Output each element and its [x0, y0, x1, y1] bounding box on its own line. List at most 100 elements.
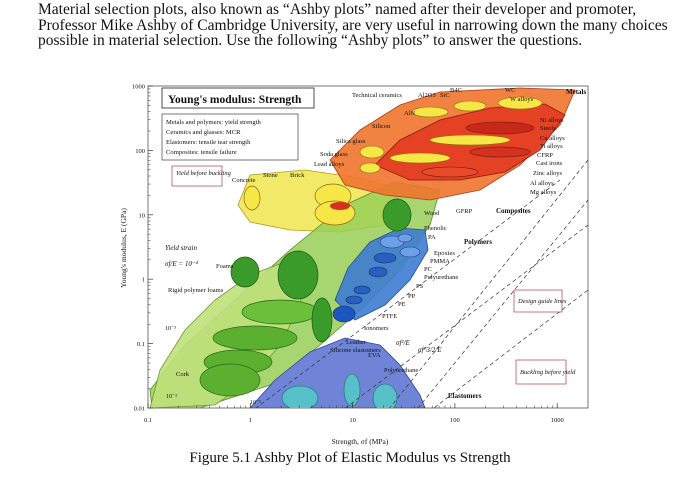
bubble-gfrp	[382, 198, 412, 232]
bubble-foam-1	[212, 325, 298, 351]
bubble-steels	[465, 121, 535, 135]
bubble-eva	[343, 373, 361, 407]
label-b4c: B4C	[450, 87, 462, 94]
label-pa: PA	[428, 234, 436, 241]
x-tick-label: 100	[450, 417, 460, 424]
label-ptfe: PTFE	[382, 313, 397, 320]
bubble-cork	[199, 363, 261, 397]
label-cast-irons: Cast irons	[536, 160, 563, 167]
label-ps: PS	[416, 283, 424, 290]
guide-label-1e-3: 10⁻³	[165, 326, 176, 332]
chart-title-box	[161, 87, 315, 109]
y-tick-label: 100	[135, 148, 145, 155]
label-cu-alloys: Cu alloys	[540, 135, 565, 142]
label-stone: Stone	[263, 172, 278, 179]
label-polyurethane: Polyurethane	[424, 274, 458, 281]
y-tick-label: 10	[139, 212, 146, 219]
annotation-yield-before-buckling: Yield before buckling	[176, 170, 232, 177]
label-polymers: Polymers	[464, 238, 492, 246]
guide-label-sigma2-over-e: σf²/E	[396, 339, 410, 347]
bubble-ps	[368, 266, 388, 278]
guide-label-sigma32-over-e: σf^3/2/E	[418, 346, 442, 354]
label-technical-ceramics: Technical ceramics	[352, 92, 402, 99]
guide-label-1e-4: σf/E = 10⁻⁴	[165, 260, 199, 268]
y-tick-label: 1	[142, 277, 145, 284]
label-epoxies: Epoxies	[434, 250, 455, 257]
annotation-buckling-before-yield: Buckling before yield	[520, 369, 576, 376]
yield-before-buckling-box	[171, 165, 223, 187]
label-ionomers: Ionomers	[364, 325, 389, 332]
label-soda-glass: Soda glass	[320, 151, 348, 158]
label-pc: PC	[424, 266, 432, 273]
note-1: Metals and polymers: yield strength	[166, 119, 262, 126]
bubble-lead-alloys	[330, 202, 350, 210]
bubble-zinc-alloys	[421, 166, 479, 178]
note-3: Elastomers: tensile tear strength	[166, 139, 251, 146]
label-composites: Composites	[496, 207, 531, 215]
bubble-ptfe	[332, 305, 356, 323]
x-tick-label: 1	[249, 417, 252, 424]
label-silicon: Silicon	[372, 123, 391, 130]
design-guide-box	[513, 289, 563, 313]
label-polyurethane: Polyurethane	[384, 367, 418, 374]
label-brick: Brick	[290, 172, 305, 179]
x-tick-label: 0.1	[144, 417, 152, 424]
y-axis: 0.01 0.1 1 10 100 1000	[132, 84, 153, 413]
label-cfrp: CFRP	[537, 152, 553, 159]
bubble-ti-alloys	[469, 146, 531, 158]
y-axis-label: Young's modulus, E (GPa)	[119, 208, 128, 288]
guide-label-1e-2: 10⁻²	[166, 394, 177, 400]
design-guide-lines	[255, 159, 588, 408]
bubble-pc	[373, 252, 397, 264]
bubble-wood-1	[277, 250, 319, 300]
bubble-concrete	[243, 185, 261, 211]
x-axis: 0.1 1 10 100 1000	[144, 403, 564, 424]
label-wood: Wood	[424, 210, 440, 217]
bubble-phenolic	[397, 233, 413, 243]
label-foams: Foams	[216, 263, 234, 270]
bubble-wood-4	[311, 297, 333, 343]
chart-title: Young's modulus: Strength	[168, 94, 302, 106]
bubble-silicone	[281, 385, 319, 408]
label-ni-alloys: Ni alloys	[540, 117, 564, 124]
bubble-wood-2	[230, 256, 260, 288]
label-gfrp: GFRP	[456, 208, 473, 215]
label-lead-alloys: Lead alloys	[314, 161, 345, 168]
label-rigid-polymer-foams: Rigid polymer foams	[168, 287, 224, 294]
buckling-before-yield-box	[515, 359, 567, 385]
label-pmma: PMMA	[430, 258, 450, 265]
bubble-polyurethane-elastomer	[372, 383, 398, 408]
label-eva: EVA	[368, 352, 381, 359]
x-axis-label: Strength, σf (MPa)	[332, 437, 389, 446]
label-elastomers: Elastomers	[448, 392, 482, 400]
label-concrete: Concrete	[232, 177, 256, 184]
guide-label-1e-1: 10⁻¹	[250, 400, 261, 406]
bubble-al2o3	[411, 106, 449, 118]
label-w-alloys: W alloys	[510, 96, 534, 103]
bubble-pe	[345, 295, 363, 305]
bubble-cu-alloys	[429, 134, 511, 146]
bubble-silica-glass	[359, 145, 385, 159]
bubble-pmma	[399, 246, 421, 258]
note-4: Composites: tensile failure	[166, 149, 237, 156]
intro-paragraph: Material selection plots, also known as …	[38, 1, 668, 49]
label-al2o3: Al2O3	[418, 92, 436, 99]
label-leather: Leather	[346, 339, 367, 346]
label-sic: SiC	[440, 92, 450, 99]
label-silica-glass: Silica glass	[336, 138, 366, 145]
bubble-sic	[453, 100, 487, 112]
label-wc: WC	[505, 87, 515, 94]
y-tick-label: 0.01	[134, 406, 145, 413]
bubble-w-alloys	[497, 96, 543, 110]
label-metals: Metals	[566, 88, 586, 96]
label-mg-alloys: Mg alloys	[530, 189, 557, 196]
bubble-soda-glass	[359, 162, 381, 174]
annotation-yield-strain: Yield strain	[165, 244, 197, 252]
label-pe: PE	[398, 301, 406, 308]
x-tick-label: 1000	[551, 417, 564, 424]
bubble-cast-irons	[389, 152, 451, 164]
label-ti-alloys: Ti alloys	[540, 143, 563, 150]
label-silicone-elastomers: Silicone elastomers	[330, 347, 381, 354]
